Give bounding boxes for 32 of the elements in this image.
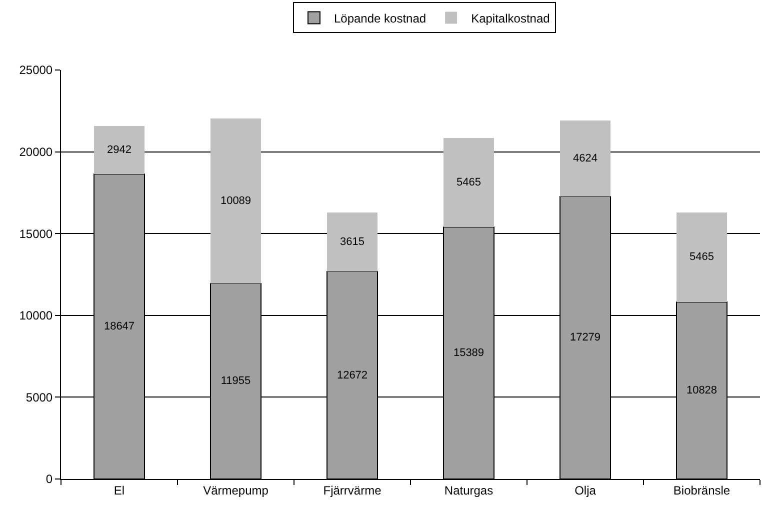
x-tick-label: Biobränsle (673, 483, 730, 498)
x-tick-label: Värmepump (203, 483, 269, 498)
legend-label: Löpande kostnad (334, 11, 426, 26)
y-tick-label: 0 (46, 472, 53, 486)
y-tick-label: 5000 (26, 390, 53, 404)
data-label: 4624 (573, 152, 598, 164)
y-tick-label: 20000 (19, 145, 53, 159)
x-tick-label: El (114, 483, 125, 498)
x-tick-label: Fjärrvärme (323, 483, 382, 498)
y-tick-label: 10000 (19, 308, 53, 323)
x-tick-label: Naturgas (444, 483, 494, 498)
legend-label: Kapitalkostnad (471, 11, 550, 26)
x-tick-label: Olja (574, 483, 596, 498)
bar (560, 120, 610, 196)
data-label: 17279 (570, 332, 601, 344)
bar (676, 212, 727, 302)
data-label: 2942 (107, 144, 132, 156)
bar (210, 118, 261, 284)
bar (94, 126, 144, 174)
data-label: 3615 (340, 236, 364, 248)
data-label: 18647 (104, 320, 135, 332)
bar (327, 212, 378, 272)
data-label: 15389 (453, 347, 484, 360)
y-tick-label: 25000 (19, 63, 53, 78)
data-label: 11955 (220, 375, 251, 388)
data-label: 10089 (220, 194, 252, 207)
data-label: 5465 (456, 176, 481, 189)
data-label: 5465 (690, 251, 714, 264)
data-label: 12672 (336, 369, 368, 382)
bar (444, 138, 494, 228)
y-tick-label: 15000 (19, 226, 53, 241)
data-label: 10828 (686, 384, 718, 396)
